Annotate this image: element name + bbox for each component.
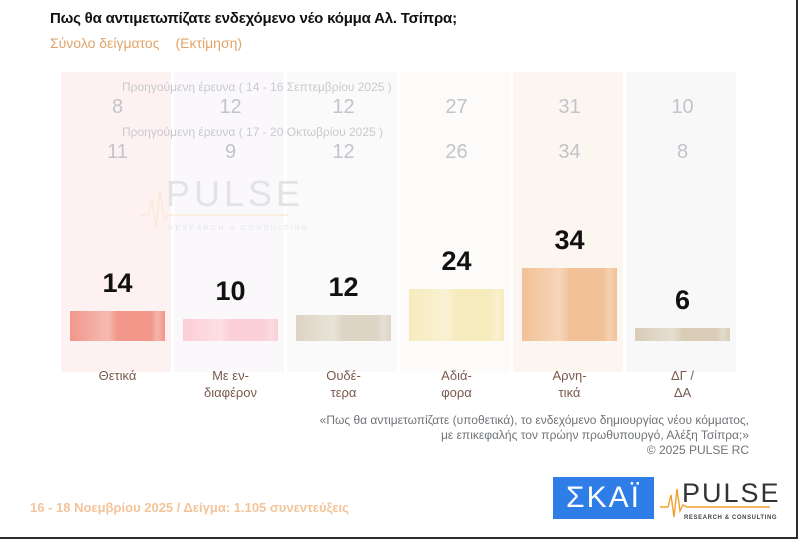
category-label-line: Με εν- — [212, 368, 249, 383]
pulse-logo-brand: PULSE — [682, 478, 781, 508]
category-label: Με εν-διαφέρον — [174, 367, 287, 401]
bar — [409, 289, 504, 341]
prev-value-sep: 31 — [558, 96, 581, 118]
bar-value-label: 10 — [215, 276, 246, 306]
category-label-line: ΔΓ / — [670, 368, 695, 383]
note-line-1: «Πως θα αντιμετωπίζατε (υποθετικά), το ε… — [319, 413, 749, 427]
category-label: Αρνη-τικά — [513, 367, 626, 401]
prev-value-sep: 12 — [219, 96, 242, 118]
bar — [522, 268, 617, 341]
bar-value-label: 12 — [328, 272, 359, 302]
skai-logo: ΣΚΑΪ — [553, 477, 654, 519]
note-copyright: © 2025 PULSE RC — [646, 443, 749, 457]
category-label-line: Ουδέ- — [326, 368, 361, 383]
prev-value-oct: 12 — [332, 141, 355, 163]
category-label: Αδιά-φορα — [400, 367, 513, 401]
heartbeat-line-icon — [140, 189, 288, 229]
category-label: ΔΓ / ΔΑ — [626, 367, 739, 401]
category-label: Ουδέ-τερα — [287, 367, 400, 401]
category-label-line: Αδιά- — [441, 368, 472, 383]
subtitle-sample: Σύνολο δείγματος — [50, 35, 160, 51]
category-label-line: τερα — [330, 385, 357, 400]
prev-survey-label-sep: Προηγούμενη έρευνα ( 14 - 16 Σεπτεμβρίου… — [122, 80, 392, 94]
prev-value-sep: 27 — [445, 96, 468, 118]
column-background — [626, 72, 736, 372]
note-line-2: με επικεφαλής τον πρώην πρωθυπουργό, Αλέ… — [440, 428, 749, 442]
bar — [183, 319, 278, 341]
prev-value-oct: 9 — [224, 141, 237, 163]
heartbeat-icon — [660, 488, 770, 518]
prev-value-oct: 26 — [445, 141, 468, 163]
bar — [635, 328, 730, 341]
category-label-line: Θετικά — [98, 368, 137, 383]
bar-value-label: 34 — [554, 225, 585, 255]
watermark-tagline: RESEARCH & CONSULTING — [168, 223, 309, 232]
category-label-line: ΔΑ — [673, 385, 692, 400]
question-note: «Πως θα αντιμετωπίζατε (υποθετικά), το ε… — [320, 413, 749, 458]
prev-value-oct: 8 — [676, 141, 689, 163]
watermark-brand: PULSE — [166, 173, 304, 214]
bar-value-label: 24 — [441, 246, 472, 276]
chart-title: Πως θα αντιμετωπίζατε ενδεχόμενο νέο κόμ… — [50, 10, 457, 27]
bar-value-label: 14 — [102, 268, 133, 298]
bar-value-label: 6 — [674, 285, 691, 315]
prev-value-sep: 8 — [111, 96, 124, 118]
category-label-line: τικά — [558, 385, 581, 400]
pulse-watermark-logo: PULSE RESEARCH & CONSULTING — [140, 173, 309, 232]
pulse-logo-tagline: RESEARCH & CONSULTING — [684, 515, 777, 521]
category-label-line: Αρνη- — [552, 368, 587, 383]
category-label: Θετικά — [61, 367, 174, 384]
bar — [70, 311, 165, 341]
frame-border-right — [796, 0, 798, 539]
footer-sample-info: 16 - 18 Νοεμβρίου 2025 / Δείγμα: 1.105 σ… — [30, 500, 349, 515]
pulse-logo: PULSE RESEARCH & CONSULTING — [660, 478, 781, 521]
category-label-line: φορα — [441, 385, 472, 400]
prev-value-oct: 11 — [107, 141, 128, 163]
prev-value-sep: 10 — [671, 96, 694, 118]
subtitle-estimate: (Εκτίμηση) — [175, 35, 243, 51]
prev-survey-label-oct: Προηγούμενη έρευνα ( 17 - 20 Οκτωβρίου 2… — [122, 125, 383, 139]
prev-value-sep: 12 — [332, 96, 355, 118]
category-label-line: διαφέρον — [204, 385, 257, 400]
prev-value-oct: 34 — [558, 141, 581, 163]
frame-border-bottom — [0, 537, 798, 539]
bar — [296, 315, 391, 341]
chart-subtitle: Σύνολο δείγματος (Εκτίμηση) — [50, 35, 258, 51]
